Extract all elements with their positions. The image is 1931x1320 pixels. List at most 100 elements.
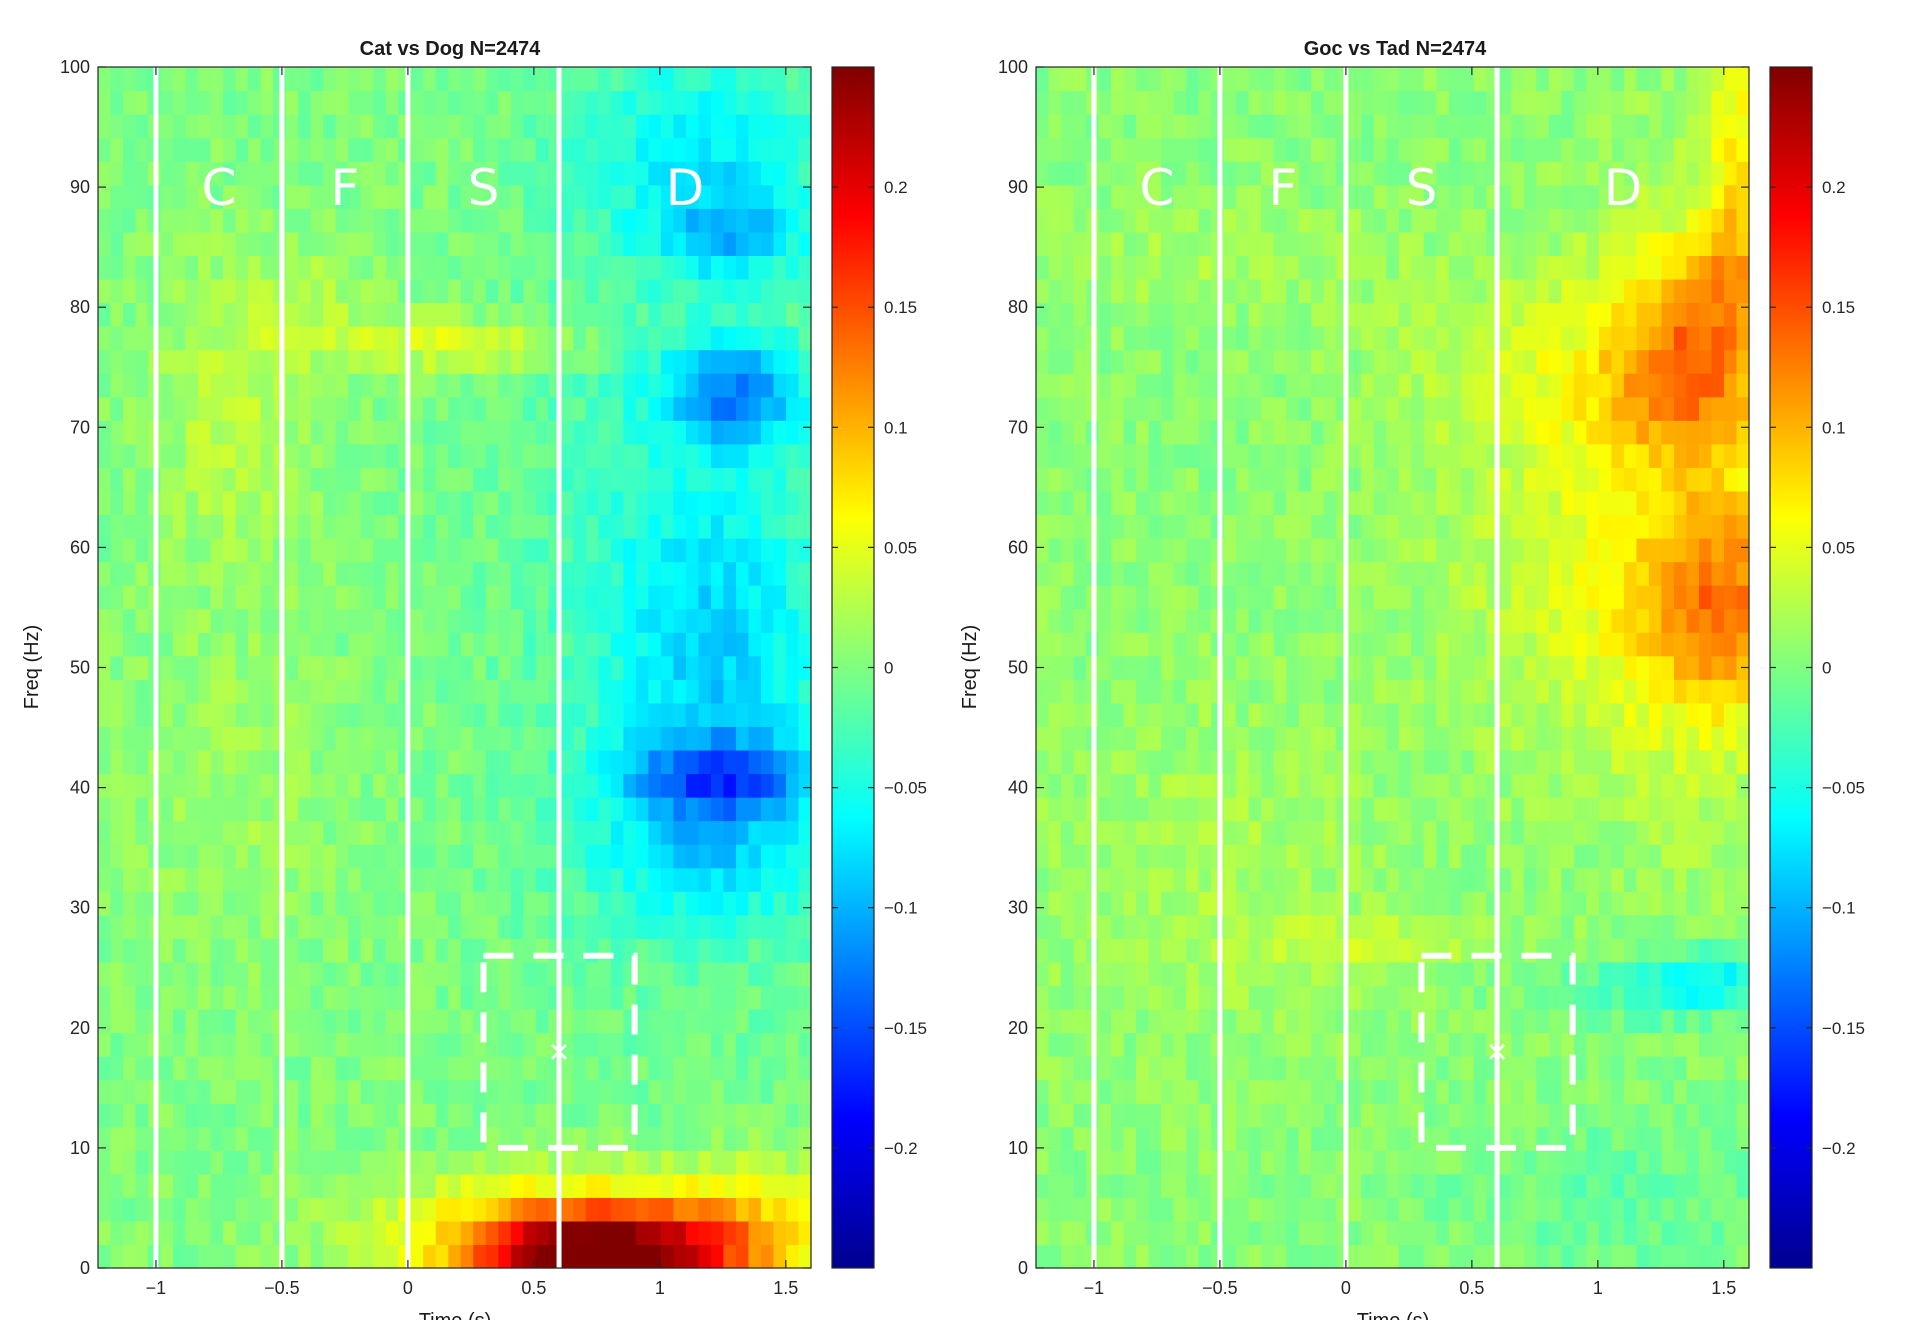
heatmap-cell <box>685 161 700 186</box>
heatmap-cell <box>1461 467 1475 492</box>
heatmap-cell <box>523 1079 537 1104</box>
heatmap-cell <box>1473 349 1487 374</box>
heatmap-cell <box>1261 443 1275 468</box>
heatmap-cell <box>460 231 474 256</box>
heatmap-cell <box>1323 585 1337 610</box>
heatmap-cell <box>748 1032 762 1057</box>
heatmap-cell <box>585 608 599 633</box>
heatmap-cell <box>410 608 424 633</box>
heatmap-cell <box>673 114 687 139</box>
heatmap-cell <box>1436 1150 1450 1175</box>
heatmap-cell <box>1461 702 1475 727</box>
heatmap-cell <box>435 278 449 304</box>
heatmap-cell <box>423 443 437 468</box>
heatmap-cell <box>1261 632 1275 657</box>
heatmap-cell <box>673 608 687 633</box>
heatmap-cell <box>723 585 737 610</box>
heatmap-cell <box>510 655 524 680</box>
heatmap-cell <box>1036 490 1050 516</box>
heatmap-cell <box>360 655 374 680</box>
heatmap-cell <box>1298 961 1312 987</box>
heatmap-cell <box>573 632 587 657</box>
heatmap-cell <box>135 585 149 610</box>
heatmap-cell <box>1461 326 1475 351</box>
heatmap-cell <box>535 278 549 304</box>
heatmap-cell <box>735 537 750 563</box>
heatmap-cell <box>173 1220 187 1246</box>
heatmap-cell <box>185 373 199 398</box>
heatmap-cell <box>310 349 324 374</box>
heatmap-cell <box>698 891 712 916</box>
heatmap-cell <box>1411 561 1425 586</box>
heatmap-cell <box>1186 326 1200 351</box>
heatmap-cell <box>773 1197 787 1222</box>
heatmap-cell <box>1461 749 1475 775</box>
heatmap-cell <box>698 585 712 610</box>
heatmap-cell <box>1436 679 1450 704</box>
heatmap-cell <box>360 820 374 845</box>
heatmap-cell <box>248 67 262 92</box>
heatmap-cell <box>735 302 750 327</box>
heatmap-cell <box>1436 938 1450 963</box>
heatmap-cell <box>535 797 549 822</box>
heatmap-cell <box>310 961 324 987</box>
heatmap-cell <box>1373 1079 1387 1104</box>
heatmap-cell <box>598 985 612 1010</box>
heatmap-cell <box>1048 1150 1062 1175</box>
heatmap-cell <box>523 161 537 186</box>
heatmap-cell <box>573 184 587 209</box>
heatmap-cell <box>473 373 487 398</box>
heatmap-cell <box>360 797 374 822</box>
heatmap-cell <box>410 231 424 256</box>
heatmap-cell <box>748 90 762 115</box>
heatmap-cell <box>598 514 612 539</box>
heatmap-cell <box>798 467 812 492</box>
heatmap-cell <box>585 1079 599 1104</box>
heatmap-cell <box>1286 208 1300 233</box>
heatmap-cell <box>723 278 737 304</box>
heatmap-cell <box>160 1079 174 1104</box>
heatmap-cell <box>1261 891 1275 916</box>
heatmap-cell <box>1436 702 1450 727</box>
heatmap-cell <box>1236 1220 1250 1246</box>
heatmap-cell <box>410 585 424 610</box>
heatmap-cell <box>535 985 549 1010</box>
heatmap-cell <box>1198 278 1212 304</box>
heatmap-cell <box>1123 137 1137 162</box>
heatmap-cell <box>1411 702 1425 727</box>
heatmap-cell <box>373 114 387 139</box>
heatmap-cell <box>248 537 262 563</box>
heatmap-cell <box>1411 891 1425 916</box>
heatmap-cell <box>510 608 524 633</box>
heatmap-cell <box>1423 537 1437 563</box>
heatmap-cell <box>123 67 137 92</box>
heatmap-cell <box>523 1220 537 1246</box>
heatmap-cell <box>310 443 324 468</box>
heatmap-cell <box>1298 161 1312 186</box>
heatmap-cell <box>673 373 687 398</box>
heatmap-cell <box>1386 1008 1400 1034</box>
heatmap-cell <box>798 1150 812 1175</box>
heatmap-cell <box>473 90 487 115</box>
heatmap-cell <box>1261 396 1275 421</box>
heatmap-cell <box>1473 820 1487 845</box>
heatmap-cell <box>1286 655 1300 680</box>
heatmap-cell <box>1248 67 1262 92</box>
heatmap-cell <box>1498 608 1512 633</box>
heatmap-cell <box>635 961 649 987</box>
heatmap-cell <box>1123 749 1137 775</box>
heatmap-cell <box>1036 443 1050 468</box>
heatmap-cell <box>560 1079 574 1104</box>
heatmap-cell <box>535 114 549 139</box>
heatmap-cell <box>1511 302 1525 327</box>
heatmap-cell <box>335 420 349 445</box>
heatmap-cell <box>598 114 612 139</box>
heatmap-cell <box>1511 938 1525 963</box>
heatmap-cell <box>698 396 712 421</box>
heatmap-cell <box>98 844 112 869</box>
heatmap-cell <box>685 208 700 233</box>
heatmap-cell <box>1136 514 1150 539</box>
heatmap-cell <box>510 184 524 209</box>
heatmap-cell <box>1236 820 1250 845</box>
heatmap-cell <box>98 537 112 563</box>
